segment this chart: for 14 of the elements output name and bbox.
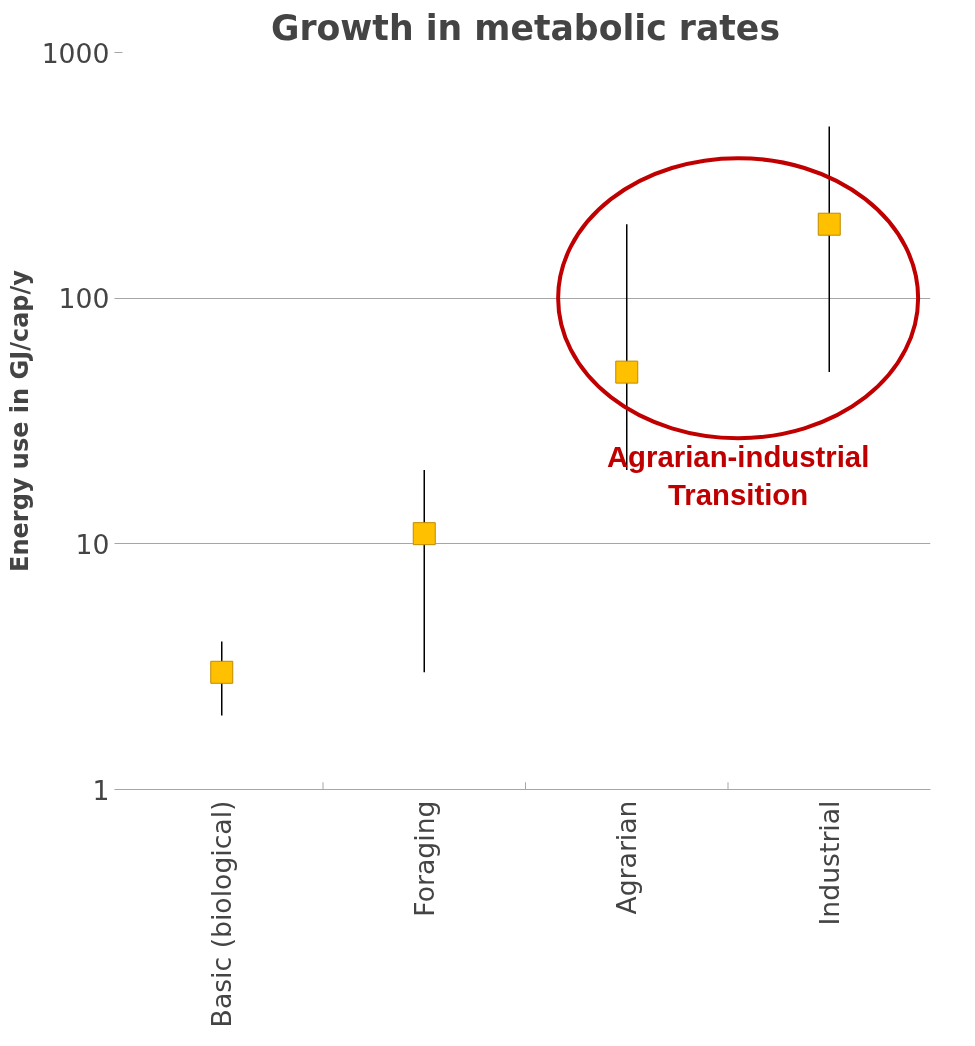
y-tick-label: 10 [75,528,110,560]
y-tick-label: 100 [58,283,110,315]
point [412,522,436,546]
y-axis-title: Energy use in GJ/cap/y [5,269,34,572]
point [210,660,234,684]
x-tick-label: Foraging [408,800,440,917]
chart-title: Growth in metabolic rates [270,7,781,48]
y-tick-label: 1000 [41,37,110,69]
y-tick-label: 1 [92,774,110,806]
x-tick-label: Agrarian [611,800,643,915]
x-tick-label: Basic (biological) [206,800,238,1028]
x-tick-label: Industrial [813,800,845,926]
point [817,212,841,236]
point [615,360,639,384]
